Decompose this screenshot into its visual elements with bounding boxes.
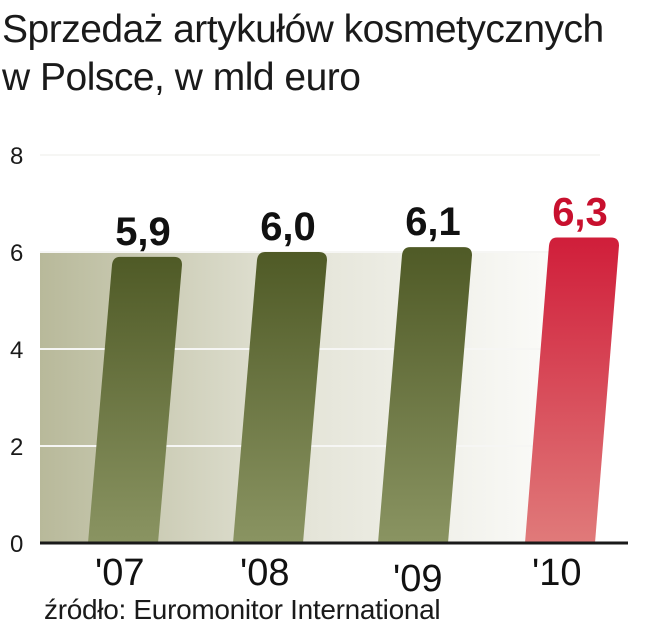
data-label-08: 6,0 [260,205,316,249]
bar-08 [233,252,327,543]
y-tick-label-4: 4 [10,337,23,364]
chart-title: Sprzedaż artykułów kosmetycznych w Polsc… [2,6,642,102]
y-tick-label-8: 8 [10,143,23,170]
x-tick-label-10: '10 [532,552,582,594]
data-labels: 5,9 6,0 6,1 6,3 [115,190,608,253]
x-tick-label-09: '09 [393,558,443,600]
y-tick-label-2: 2 [10,434,23,461]
axes: 0 2 4 6 8 '07 '08 '09 '10 [10,143,628,600]
data-label-07: 5,9 [115,210,171,254]
x-tick-label-07: '07 [95,552,145,594]
chart-title-line-2: w Polsce, w mld euro [2,56,361,99]
bars [88,237,619,543]
data-label-09: 6,1 [405,200,461,244]
y-tick-label-6: 6 [10,240,23,267]
data-label-10: 6,3 [552,190,608,234]
bar-09 [378,247,472,543]
x-tick-label-08: '08 [240,552,290,594]
source-note: źródło: Euromonitor International [44,594,441,625]
bar-07 [88,256,182,543]
bar-10 [525,237,619,543]
y-tick-label-0: 0 [10,531,23,558]
chart-title-line-1: Sprzedaż artykułów kosmetycznych [2,8,604,51]
